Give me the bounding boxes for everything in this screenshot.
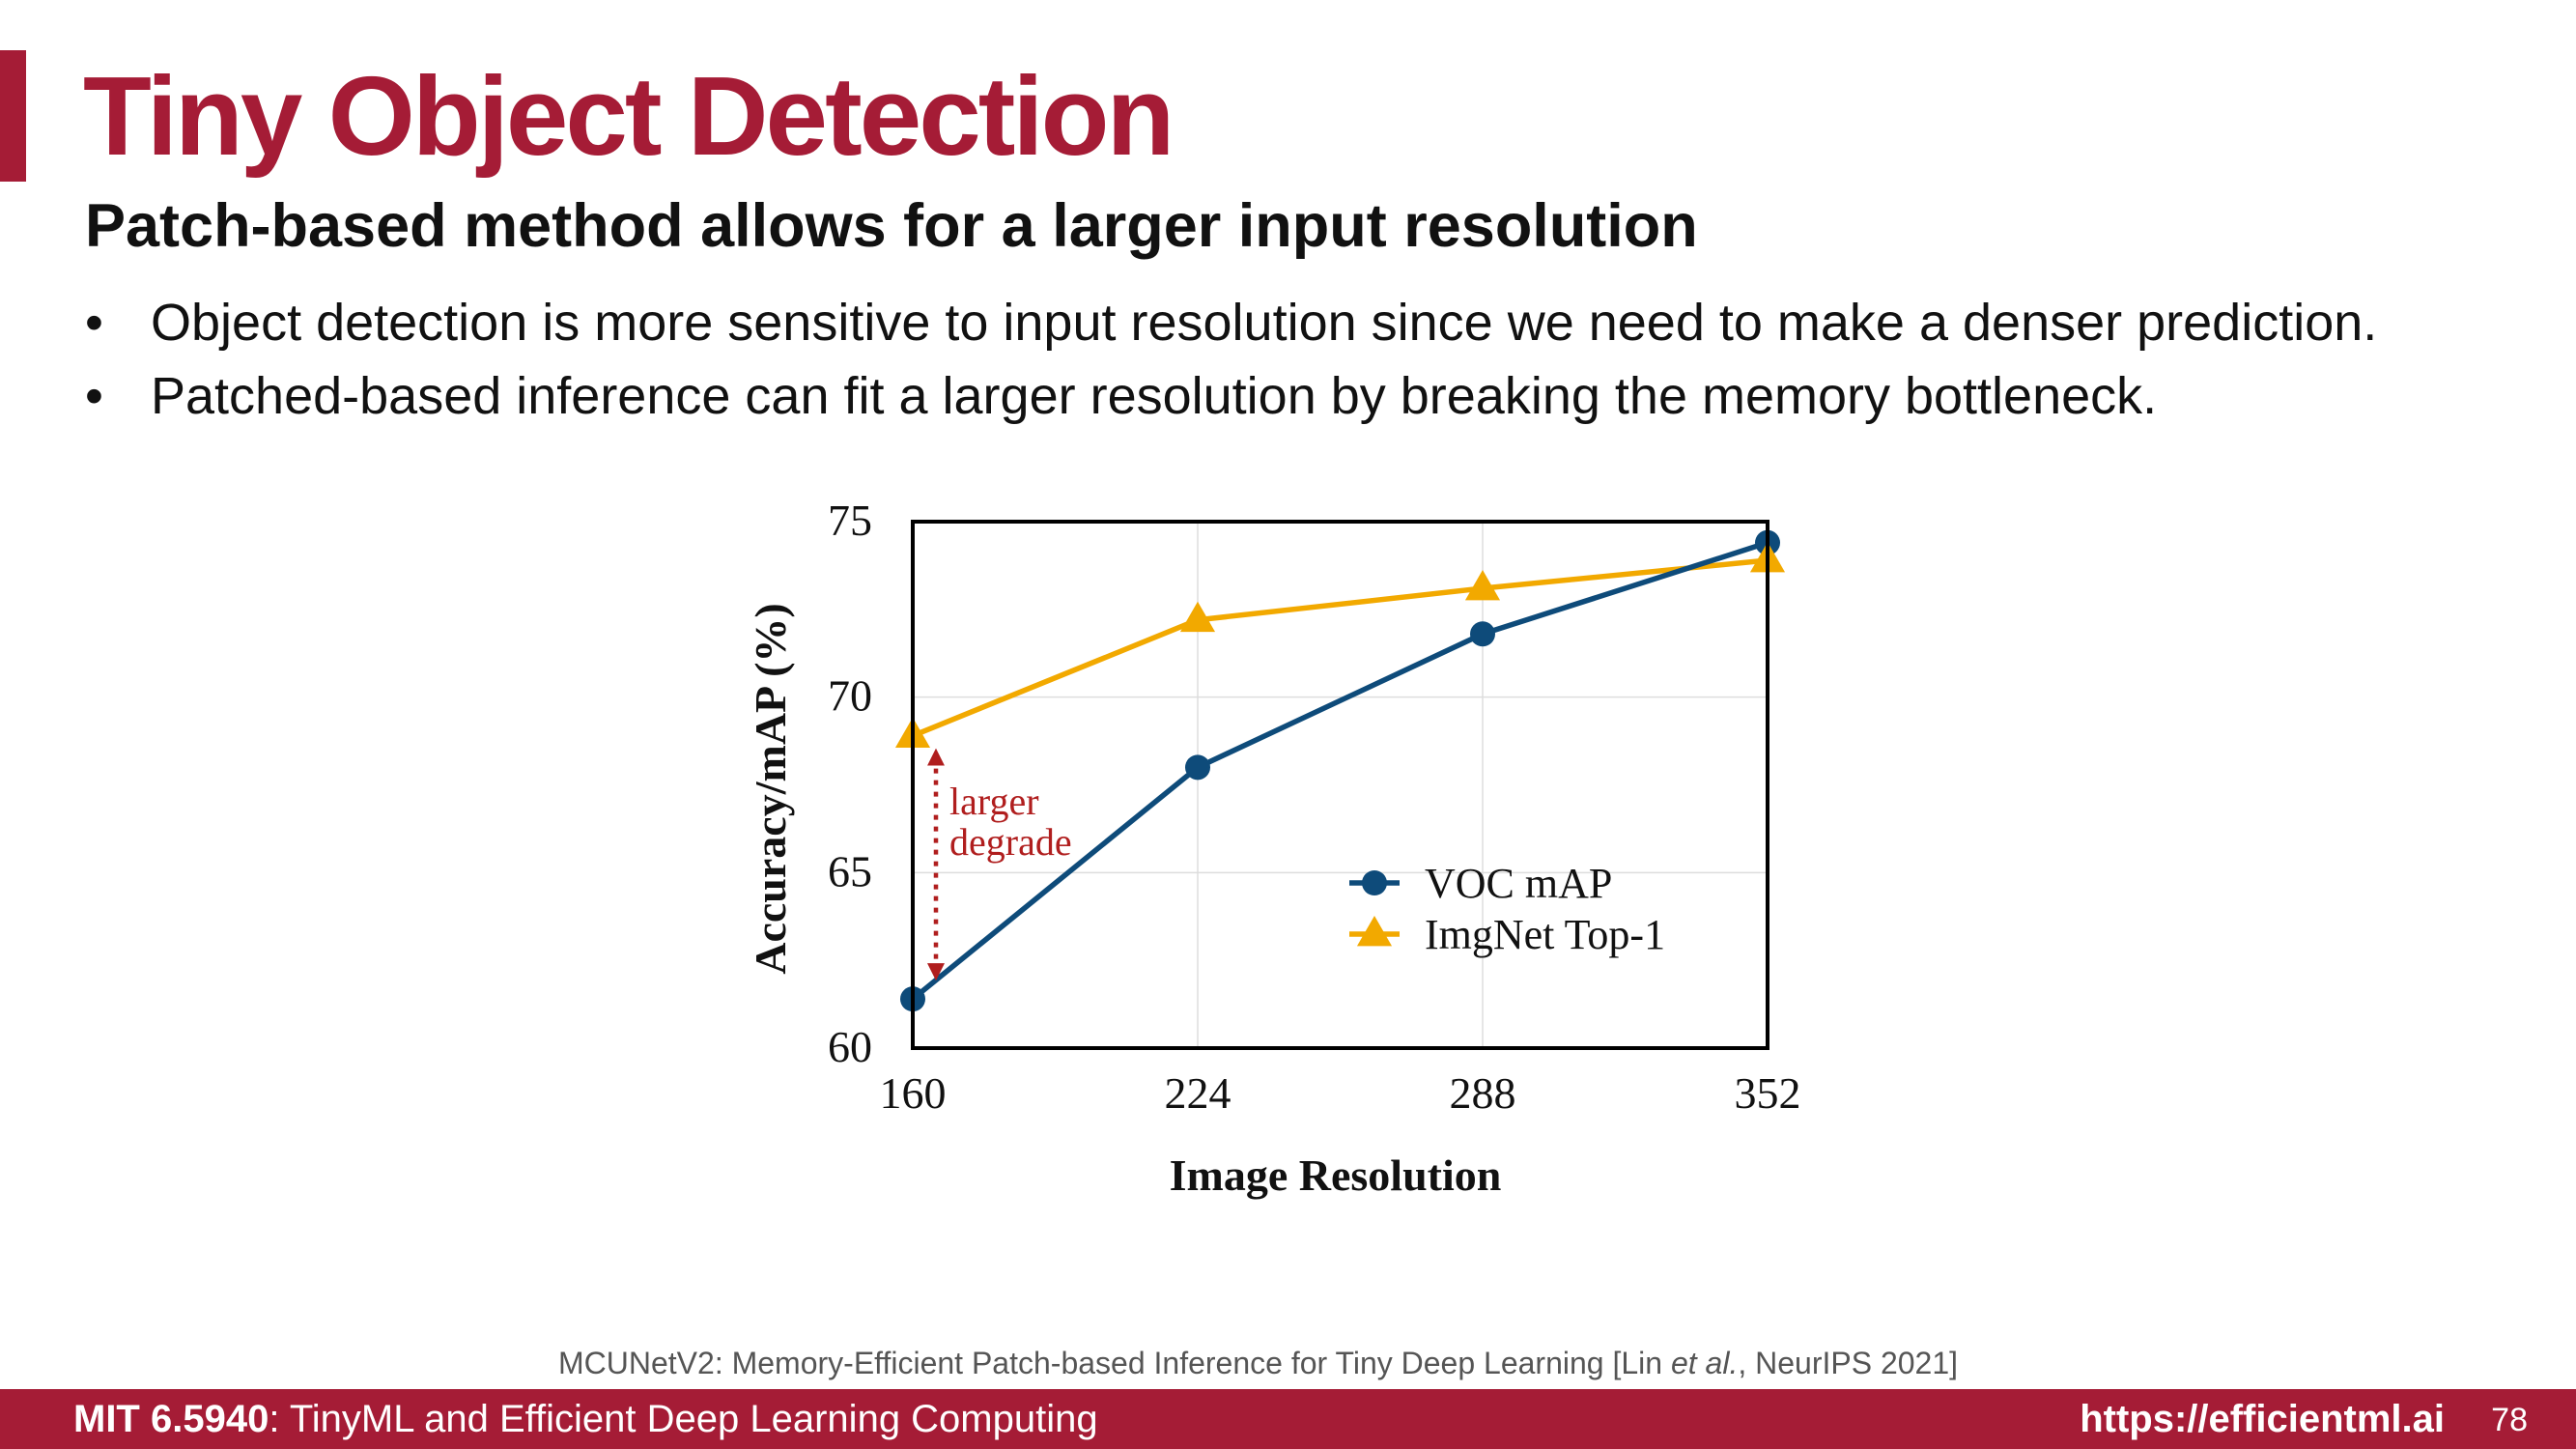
series-line-voc-map <box>911 540 1769 1002</box>
page-number: 78 <box>2491 1402 2528 1438</box>
bullet-list: • Object detection is more sensitive to … <box>85 286 2377 433</box>
bullet-item: • Patched-based inference can fit a larg… <box>85 359 2377 433</box>
data-point <box>1464 570 1501 601</box>
data-point <box>1470 621 1495 647</box>
y-tick-label: 70 <box>828 671 872 721</box>
legend-swatch <box>1356 916 1393 947</box>
footer-url-link[interactable]: https://efficientml.ai <box>2080 1398 2445 1440</box>
bullet-item: • Object detection is more sensitive to … <box>85 286 2377 359</box>
bullet-marker: • <box>85 294 103 352</box>
y-tick-label: 65 <box>828 846 872 895</box>
citation-text-end: , NeurIPS 2021] <box>1738 1346 1959 1380</box>
y-axis-label: Accuracy/mAP (%) <box>746 603 795 975</box>
x-tick-label: 224 <box>1165 1068 1231 1118</box>
legend-label: VOC mAP <box>1425 860 1612 907</box>
y-tick-label: 75 <box>828 496 872 545</box>
accuracy-resolution-chart: 60 65 70 75 160 224 288 352 Image Resolution Accu… <box>746 496 1801 1200</box>
plot-frame <box>911 520 1769 1050</box>
citation-italic: et al. <box>1670 1346 1739 1380</box>
slide-subtitle: Patch-based method allows for a larger i… <box>85 192 1698 260</box>
series-line-imgnet-top-1 <box>911 557 1769 739</box>
slide-title: Tiny Object Detection <box>83 53 1175 179</box>
annotation-label: larger <box>949 780 1039 823</box>
footer-course: MIT 6.5940: TinyML and Efficient Deep Le… <box>73 1397 1098 1441</box>
x-tick-label: 352 <box>1735 1068 1801 1118</box>
legend-label: ImgNet Top-1 <box>1425 911 1665 958</box>
bullet-text: Object detection is more sensitive to in… <box>151 294 2378 352</box>
data-point <box>1185 754 1210 781</box>
citation: MCUNetV2: Memory-Efficient Patch-based I… <box>558 1346 1958 1381</box>
citation-text: MCUNetV2: Memory-Efficient Patch-based I… <box>558 1346 1671 1380</box>
title-accent-bar <box>0 50 26 182</box>
legend-swatch <box>1362 870 1387 895</box>
x-axis-label: Image Resolution <box>1170 1151 1502 1200</box>
course-name: : TinyML and Efficient Deep Learning Com… <box>269 1398 1098 1440</box>
bullet-text: Patched-based inference can fit a larger… <box>151 367 2158 425</box>
footer-bar: MIT 6.5940: TinyML and Efficient Deep Le… <box>0 1389 2576 1449</box>
course-code: MIT 6.5940 <box>73 1398 269 1440</box>
bullet-marker: • <box>85 367 103 425</box>
x-tick-label: 160 <box>880 1068 947 1118</box>
y-tick-label: 60 <box>828 1022 872 1071</box>
x-tick-label: 288 <box>1450 1068 1516 1118</box>
annotation-label: degrade <box>949 820 1072 864</box>
data-point <box>1179 601 1216 633</box>
